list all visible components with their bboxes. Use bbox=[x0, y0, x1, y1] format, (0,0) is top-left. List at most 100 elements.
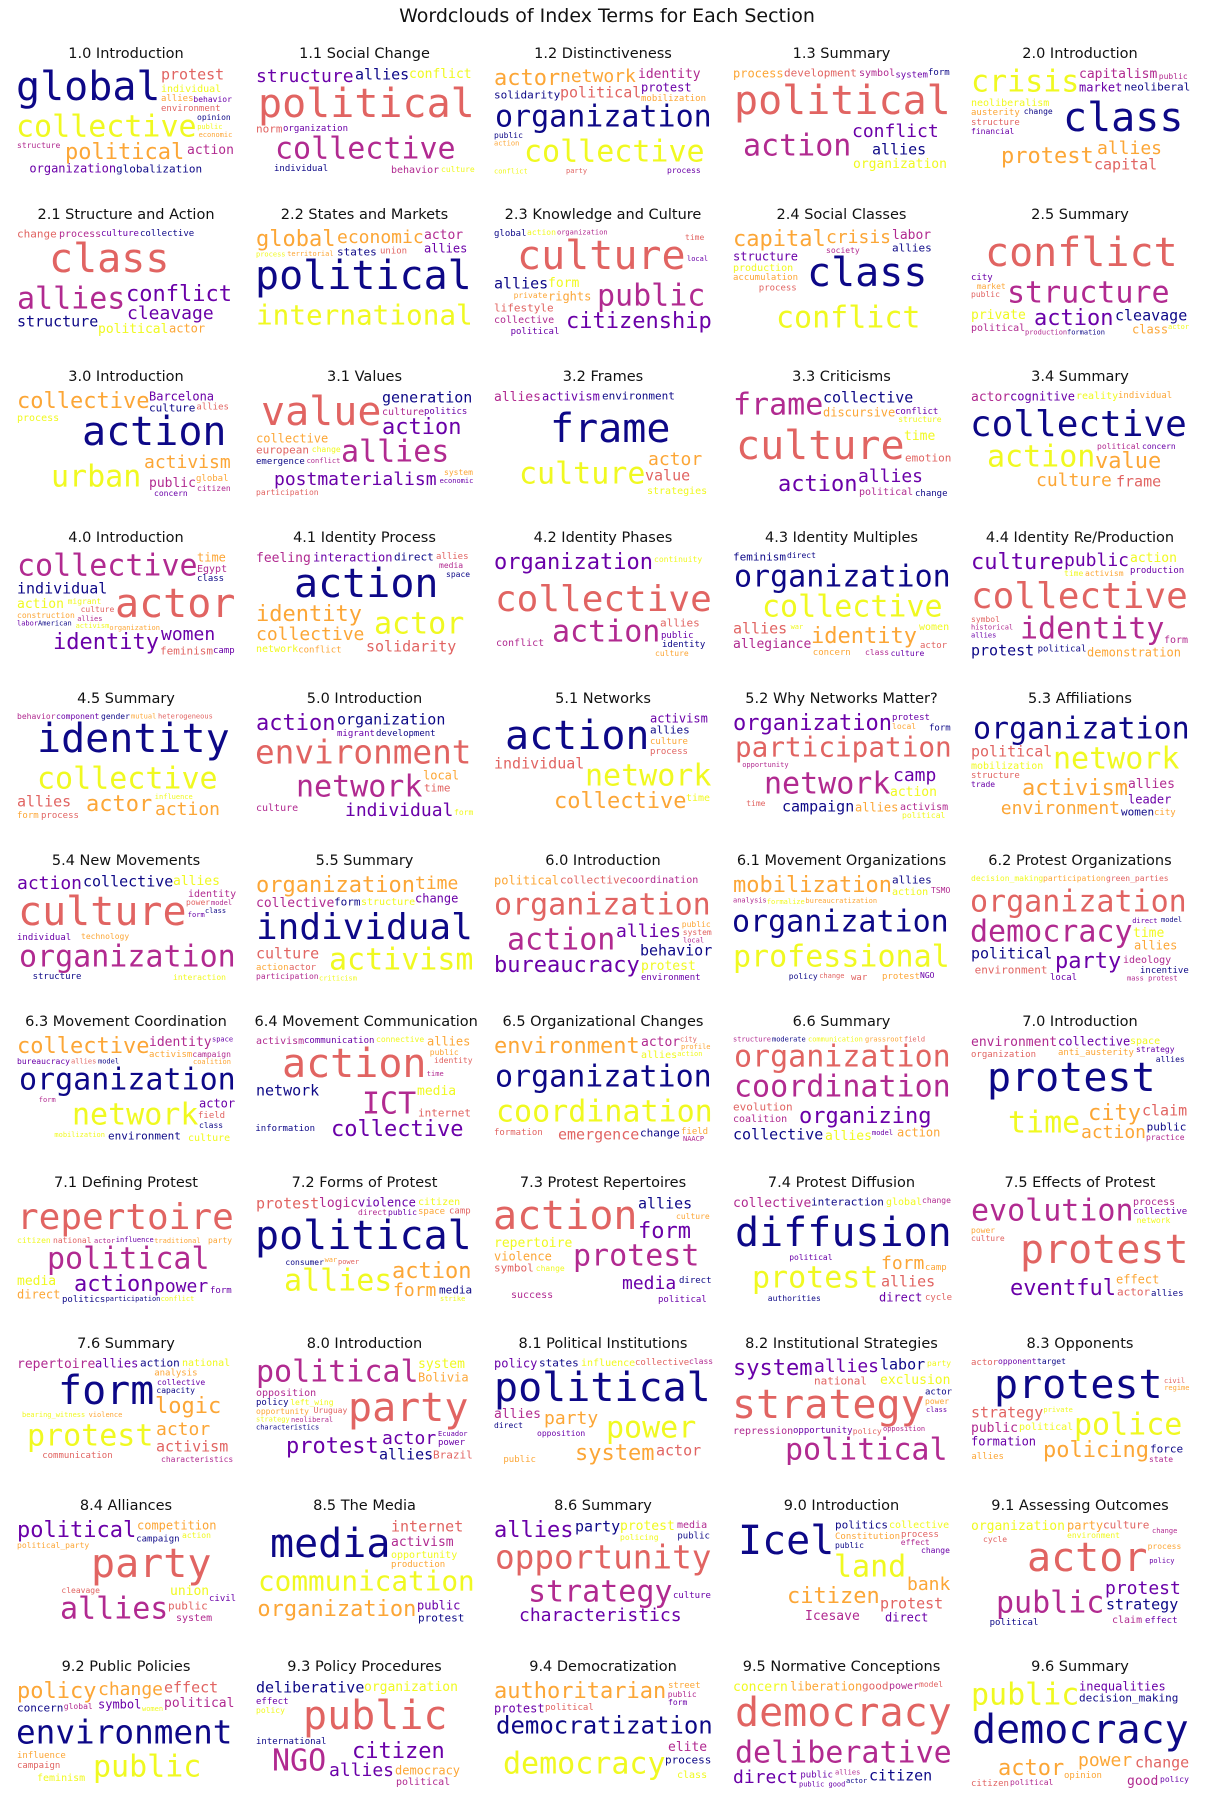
wordcloud-term: citizen bbox=[787, 1584, 880, 1609]
wordcloud-term: process bbox=[1148, 1541, 1182, 1550]
wordcloud-term: structure bbox=[256, 67, 354, 87]
wordcloud-term: bank bbox=[907, 1574, 951, 1595]
wordcloud-term: development bbox=[376, 729, 436, 739]
wordcloud-term: rights bbox=[548, 290, 591, 304]
wordcloud-term: public bbox=[996, 1585, 1104, 1620]
wordcloud-term: political bbox=[990, 1618, 1039, 1627]
wordcloud-term: development bbox=[784, 67, 857, 80]
wordcloud-term: citizen bbox=[418, 1197, 460, 1208]
wordcloud-term: political bbox=[902, 811, 946, 820]
wordcloud-panel: 8.4 Alliances party allies political union co… bbox=[16, 1496, 236, 1627]
wordcloud-term: change bbox=[17, 228, 57, 241]
wordcloud-term: political bbox=[560, 84, 641, 102]
wordcloud-term: policy bbox=[256, 1706, 285, 1715]
wordcloud-term: public bbox=[668, 1690, 697, 1699]
wordcloud-term: concern bbox=[154, 489, 188, 498]
wordcloud-panel: 3.0 Introduction action urban collective act… bbox=[16, 367, 236, 498]
wordcloud-term: opportunity bbox=[793, 1426, 853, 1436]
wordcloud-term: allies bbox=[329, 1760, 394, 1781]
wordcloud-term: protest bbox=[27, 1419, 153, 1454]
wordcloud-term: democratization bbox=[496, 1712, 713, 1740]
wordcloud-term: change bbox=[819, 972, 844, 980]
wordcloud-term: civil bbox=[209, 1594, 236, 1604]
panel-title: 9.0 Introduction bbox=[783, 1497, 900, 1514]
wordcloud-term: information bbox=[255, 1124, 315, 1134]
wordcloud-term: strike bbox=[440, 1295, 465, 1303]
wordcloud-term: time bbox=[424, 782, 451, 795]
wordcloud-term: practice bbox=[1146, 1133, 1185, 1142]
wordcloud-term: culture bbox=[441, 165, 475, 174]
wordcloud-term: political bbox=[971, 743, 1052, 761]
wordcloud-term: structure bbox=[733, 250, 798, 264]
wordcloud-term: culture bbox=[256, 803, 298, 814]
wordcloud-term: organization bbox=[283, 124, 348, 134]
wordcloud-term: identity bbox=[662, 640, 706, 650]
wordcloud-term: heterogeneous bbox=[158, 713, 213, 721]
wordcloud-term: party bbox=[544, 1408, 598, 1429]
wordcloud-term: organization bbox=[19, 1062, 236, 1097]
wordcloud-term: bureaucracy bbox=[17, 1057, 70, 1066]
wordcloud-term: political bbox=[511, 327, 560, 336]
wordcloud-term: women bbox=[142, 1705, 163, 1713]
wordcloud-term: public bbox=[149, 476, 196, 491]
wordcloud-term: form bbox=[17, 811, 39, 820]
wordcloud-term: collective bbox=[733, 1196, 811, 1211]
wordcloud-term: public bbox=[503, 1455, 536, 1465]
wordcloud-term: direct bbox=[787, 551, 816, 560]
wordcloud-term: green_parties bbox=[1106, 874, 1169, 883]
wordcloud-term: campaign bbox=[192, 1050, 231, 1059]
wordcloud-term: protest bbox=[573, 1238, 699, 1273]
panel-title: 2.0 Introduction bbox=[1022, 46, 1138, 62]
wordcloud-term: activism bbox=[76, 622, 110, 630]
wordcloud-term: repertoire bbox=[17, 1197, 234, 1238]
wordcloud-panel: 5.1 Networks action network collective indiv… bbox=[493, 689, 713, 821]
wordcloud-panel: 6.1 Movement Organizations organization pr… bbox=[731, 851, 952, 982]
wordcloud-term: action bbox=[1130, 551, 1177, 566]
wordcloud-term: culture bbox=[256, 944, 319, 962]
wordcloud-term: model bbox=[919, 1680, 943, 1689]
wordcloud-term: environment bbox=[971, 1035, 1057, 1050]
wordcloud-term: action bbox=[890, 785, 937, 800]
wordcloud-term: Barcelona bbox=[149, 390, 214, 403]
wordcloud-term: allies bbox=[379, 1446, 433, 1464]
wordcloud-term: communication bbox=[42, 1451, 112, 1461]
wordcloud-term: decision_making bbox=[971, 874, 1043, 883]
wordcloud-term: organization bbox=[495, 99, 712, 134]
panel-title: 1.2 Distinctiveness bbox=[534, 46, 672, 62]
wordcloud-term: protest bbox=[1020, 1227, 1189, 1273]
panel-title: 4.2 Identity Phases bbox=[533, 529, 673, 546]
wordcloud-panel: 4.4 Identity Re/Production collective iden… bbox=[970, 528, 1190, 659]
wordcloud-term: camp bbox=[449, 1207, 471, 1217]
wordcloud-term: action bbox=[294, 561, 439, 607]
wordcloud-term: allies bbox=[835, 1769, 860, 1777]
wordcloud-term: states bbox=[539, 1357, 579, 1370]
wordcloud-term: protest bbox=[641, 80, 692, 94]
wordcloud-term: environment bbox=[494, 1035, 640, 1059]
wordcloud-panel: 3.1 Values value allies action postmateriali… bbox=[254, 367, 475, 498]
wordcloud-term: individual bbox=[161, 84, 221, 95]
wordcloud-term: TSMO bbox=[931, 885, 950, 894]
wordcloud-term: public bbox=[197, 123, 222, 131]
wordcloud-term: individual bbox=[345, 800, 453, 820]
wordcloud-term: professional bbox=[733, 939, 950, 974]
wordcloud: political action conflictalliesorganizatio… bbox=[731, 67, 952, 175]
wordcloud-term: local bbox=[1050, 973, 1077, 982]
wordcloud-term: european bbox=[256, 443, 309, 456]
wordcloud-term: politics bbox=[835, 1519, 888, 1532]
wordcloud-term: coordination bbox=[734, 1069, 951, 1104]
wordcloud-panel: 9.1 Assessing Outcomes actor public protest… bbox=[970, 1496, 1190, 1627]
wordcloud-term: allies bbox=[161, 94, 194, 104]
wordcloud-term: party bbox=[1067, 1519, 1103, 1532]
wordcloud-term: migrant bbox=[68, 597, 102, 606]
wordcloud-term: technology bbox=[81, 931, 129, 940]
wordcloud-term: city bbox=[1088, 1101, 1141, 1126]
wordcloud-term: mobilization bbox=[54, 1131, 105, 1139]
wordcloud-term: culture bbox=[971, 551, 1064, 575]
wordcloud-term: strategy bbox=[528, 1574, 673, 1609]
wordcloud: action urban collective activism public Barce… bbox=[16, 389, 236, 498]
wordcloud-term: actor bbox=[925, 1388, 952, 1398]
